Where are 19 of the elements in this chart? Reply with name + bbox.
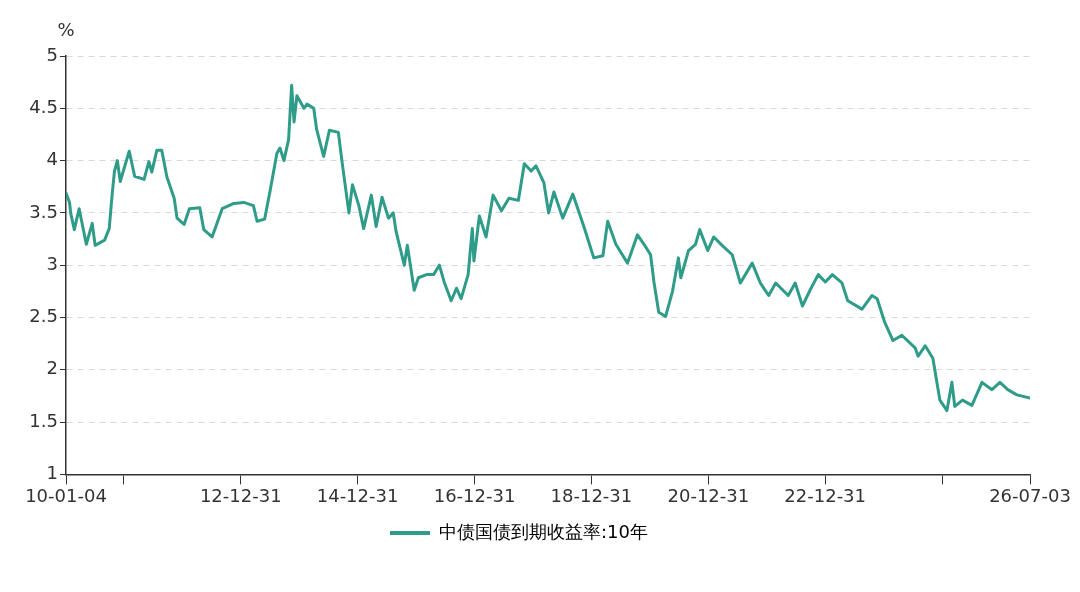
x-tick-label: 12-12-31 <box>199 484 282 506</box>
x-tick-label: 22-12-31 <box>784 484 867 506</box>
y-tick-label: 2.5 <box>29 305 58 327</box>
legend-label: 中债国债到期收益率:10年 <box>439 520 648 542</box>
y-tick-label: 1.5 <box>29 409 58 431</box>
y-tick-label: 4.5 <box>29 95 58 117</box>
x-tick-label: 14-12-31 <box>316 484 399 506</box>
y-tick-label: 5 <box>46 43 58 65</box>
y-tick-label: 3.5 <box>29 200 58 222</box>
y-tick-label: 3 <box>46 252 58 274</box>
y-axis-title: % <box>57 18 75 40</box>
x-tick-label: 26-07-03 <box>989 484 1071 506</box>
x-tick-label: 16-12-31 <box>433 484 516 506</box>
x-tick-label: 20-12-31 <box>667 484 750 506</box>
x-tick-label: 18-12-31 <box>550 484 633 506</box>
y-tick-label: 4 <box>46 148 58 170</box>
x-tick-label: 10-01-04 <box>25 484 107 506</box>
y-tick-label: 2 <box>46 357 58 379</box>
y-tick-label: 1 <box>46 462 58 484</box>
